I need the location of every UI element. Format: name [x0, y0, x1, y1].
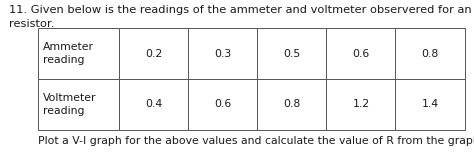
- Bar: [38, 28, 119, 79]
- Text: Ammeter
reading: Ammeter reading: [43, 42, 94, 65]
- Text: Voltmeter
reading: Voltmeter reading: [43, 93, 96, 116]
- Bar: [38, 79, 119, 130]
- Text: Plot a V-I graph for the above values and calculate the value of R from the grap: Plot a V-I graph for the above values an…: [38, 136, 474, 146]
- Text: 0.6: 0.6: [352, 49, 369, 59]
- Text: 0.4: 0.4: [145, 99, 162, 109]
- Bar: [119, 28, 188, 79]
- Bar: [119, 79, 188, 130]
- Text: 0.8: 0.8: [283, 99, 301, 109]
- Bar: [395, 79, 465, 130]
- Text: 0.8: 0.8: [421, 49, 438, 59]
- Text: 11. Given below is the readings of the ammeter and voltmeter observered for an o: 11. Given below is the readings of the a…: [9, 5, 474, 29]
- Bar: [257, 79, 326, 130]
- Text: 0.2: 0.2: [145, 49, 162, 59]
- Bar: [395, 28, 465, 79]
- Bar: [188, 28, 257, 79]
- Text: 0.5: 0.5: [283, 49, 301, 59]
- Bar: [326, 28, 395, 79]
- Text: 1.2: 1.2: [352, 99, 369, 109]
- Text: 0.6: 0.6: [214, 99, 231, 109]
- Text: 0.3: 0.3: [214, 49, 231, 59]
- Bar: [326, 79, 395, 130]
- Bar: [188, 79, 257, 130]
- Bar: [257, 28, 326, 79]
- Text: 1.4: 1.4: [421, 99, 438, 109]
